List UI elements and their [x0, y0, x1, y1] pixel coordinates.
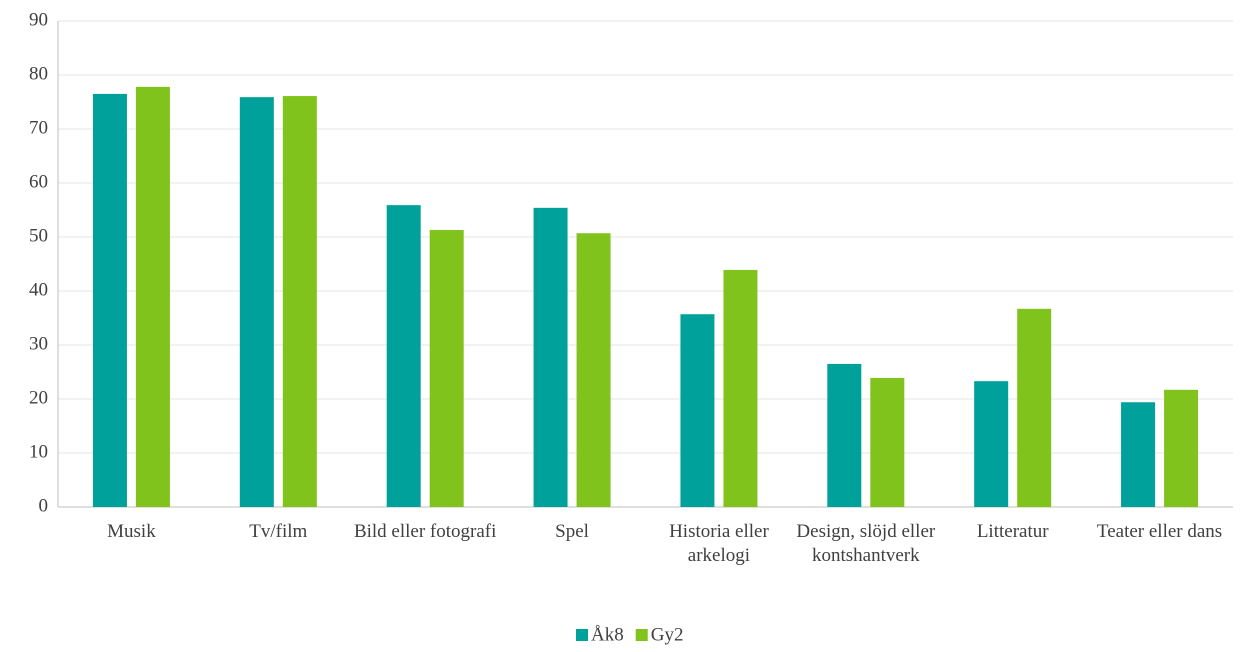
- y-tick-label: 60: [29, 171, 48, 192]
- legend-label: Åk8: [591, 624, 624, 645]
- legend-swatch: [635, 629, 648, 641]
- bar: [974, 381, 1009, 507]
- x-tick-label: Musik: [107, 521, 156, 542]
- x-tick-label: Tv/film: [249, 521, 308, 542]
- x-tick-label: Bild eller fotografi: [353, 521, 497, 542]
- y-tick-label: 10: [29, 441, 48, 462]
- x-tick-label: Historia eller arkelogi: [669, 521, 769, 566]
- y-tick-label: 90: [29, 9, 48, 30]
- x-tick-label: Litteratur: [976, 521, 1049, 542]
- bar: [135, 86, 170, 507]
- x-tick-label: Teater eller dans: [1096, 521, 1223, 542]
- y-tick-label: 20: [29, 387, 48, 408]
- x-tick-label: Design, slöjd eller kontshantverk: [796, 521, 936, 566]
- bar: [1121, 402, 1156, 507]
- bar: [386, 205, 421, 507]
- bar: [576, 233, 611, 507]
- legend-label: Gy2: [651, 624, 684, 645]
- y-tick-label: 40: [29, 279, 48, 300]
- x-tick-label: Spel: [555, 521, 589, 542]
- bar: [870, 377, 905, 507]
- bar: [680, 314, 715, 507]
- y-tick-label: 30: [29, 333, 48, 354]
- y-tick-label: 80: [29, 63, 48, 84]
- bar: [429, 229, 464, 508]
- y-tick-label: 0: [39, 495, 49, 516]
- legend-swatch: [576, 629, 588, 641]
- bar: [827, 363, 862, 507]
- bar: [1017, 308, 1052, 507]
- y-tick-label: 50: [29, 225, 48, 246]
- bar: [239, 97, 274, 507]
- bar: [92, 93, 127, 508]
- bar: [533, 207, 568, 507]
- bar: [723, 269, 758, 507]
- bar: [1164, 389, 1199, 507]
- bar: [282, 96, 317, 507]
- y-tick-label: 70: [29, 117, 48, 138]
